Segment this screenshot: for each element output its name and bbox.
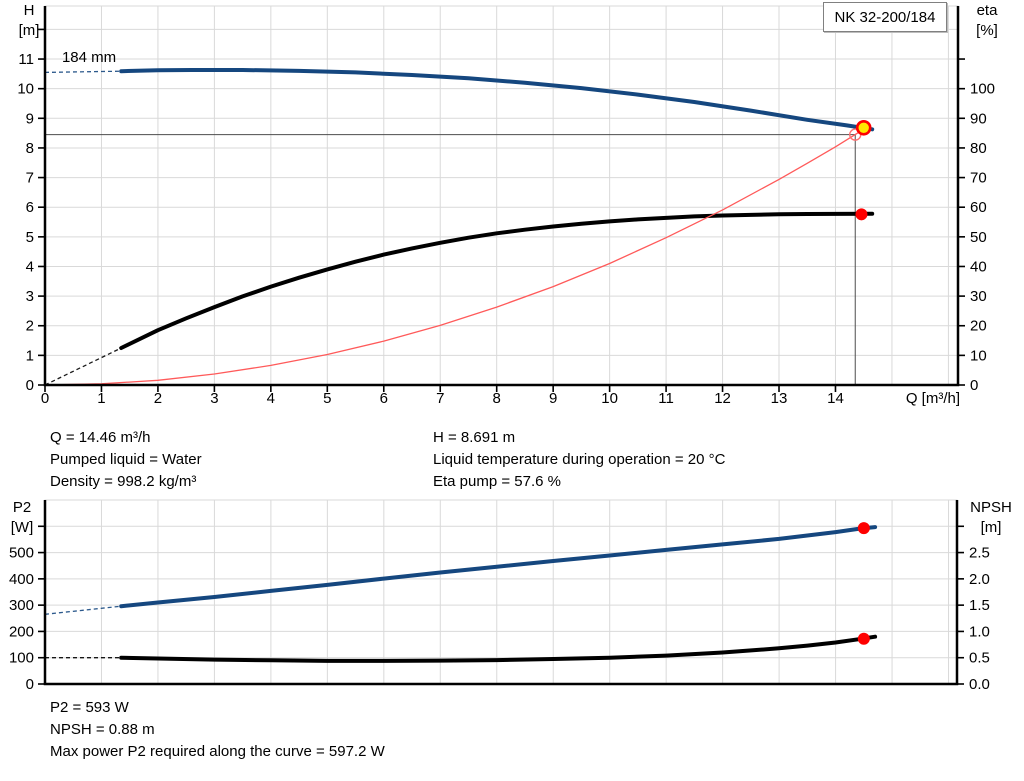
right-tick-label: 100 [970,81,995,98]
plot-border [44,499,958,685]
liquid-temperature-value: Liquid temperature during operation = 20… [433,451,726,468]
left-tick-label: 300 [9,597,34,614]
plot-border [44,5,959,386]
x-tick-label: 2 [154,390,162,407]
right-tick-label: 1.5 [969,597,990,614]
left-tick-label: 3 [26,288,34,305]
left-tick-label: 0 [26,676,34,693]
right-tick-label: 50 [970,229,987,246]
left-tick-label: 400 [9,571,34,588]
left-tick-label: 8 [26,140,34,157]
right-tick-label: 2.0 [969,571,990,588]
right-axis-unit: [%] [976,22,998,39]
pump-type-label: NK 32-200/184 [834,8,936,26]
flow-value: Q = 14.46 m³/h [50,429,151,446]
x-tick-label: 10 [601,390,618,407]
head-curve-dashed [44,70,122,74]
left-tick-label: 4 [26,258,34,275]
operating-data-left: Q = 14.46 m³/h Pumped liquid = Water Den… [50,427,202,493]
eta-pump-value: Eta pump = 57.6 % [433,473,561,490]
density-value: Density = 998.2 kg/m³ [50,473,197,490]
p2-value: P2 = 593 W [50,699,129,716]
x-axis-title: Q [m³/h] [906,390,960,407]
x-tick-label: 9 [549,390,557,407]
right-tick-label: 0 [970,377,978,394]
right-tick-label: 0.5 [969,650,990,667]
right-tick-label: 10 [970,347,987,364]
left-axis-title: P2 [13,499,31,516]
right-tick-label: 90 [970,110,987,127]
x-tick-label: 6 [380,390,388,407]
left-axis-title: H [24,2,35,19]
left-tick-label: 1 [26,347,34,364]
left-tick-label: 0 [26,377,34,394]
right-tick-label: 30 [970,288,987,305]
left-tick-label: 100 [9,650,34,667]
x-tick-label: 5 [323,390,331,407]
power-npsh-data: P2 = 593 W NPSH = 0.88 m Max power P2 re… [50,697,385,763]
system-curve [44,126,868,386]
npsh-value: NPSH = 0.88 m [50,721,155,738]
duty-point-marker [855,119,872,136]
x-tick-label: 3 [210,390,218,407]
x-tick-label: 8 [493,390,501,407]
npsh-point-marker [857,632,870,645]
x-tick-label: 1 [97,390,105,407]
x-tick-label: 13 [771,390,788,407]
right-tick-label: 0.0 [969,676,990,693]
head-value: H = 8.691 m [433,429,516,446]
right-tick-label: 40 [970,258,987,275]
right-axis-unit: [m] [981,519,1002,536]
pumped-liquid-value: Pumped liquid = Water [50,451,202,468]
head-curve [119,68,875,132]
max-power-value: Max power P2 required along the curve = … [50,743,385,760]
x-tick-label: 12 [714,390,731,407]
right-axis-title: eta [977,2,999,19]
left-axis-unit: [W] [11,519,34,536]
impeller-diameter-label: 184 mm [62,49,116,66]
left-tick-label: 9 [26,110,34,127]
right-tick-label: 80 [970,140,987,157]
left-tick-label: 7 [26,170,34,187]
efficiency-curve-dashed [44,347,122,386]
x-tick-label: 0 [41,390,49,407]
left-tick-label: 200 [9,623,34,640]
x-tick-label: 4 [267,390,275,407]
left-axis-unit: [m] [19,22,40,39]
x-tick-label: 14 [827,390,844,407]
p2-curve-dashed [44,605,122,615]
efficiency-curve [119,211,875,350]
right-tick-label: 1.0 [969,623,990,640]
right-axis-title: NPSH [970,499,1012,516]
p2-point-marker [857,522,870,535]
left-tick-label: 6 [26,199,34,216]
right-tick-label: 60 [970,199,987,216]
right-tick-label: 2.5 [969,545,990,562]
left-tick-label: 5 [26,229,34,246]
efficiency-point-marker [855,208,868,221]
npsh-curve [119,634,878,663]
right-tick-label: 20 [970,318,987,335]
pump-type-box: NK 32-200/184 [823,2,947,32]
operating-data-right: H = 8.691 m Liquid temperature during op… [433,427,725,493]
left-tick-label: 11 [18,51,34,68]
x-tick-label: 11 [658,390,674,407]
right-tick-label: 70 [970,170,987,187]
p2-curve [119,525,878,609]
left-tick-label: 10 [17,81,34,98]
x-tick-label: 7 [436,390,444,407]
left-tick-label: 2 [26,318,34,335]
left-tick-label: 500 [9,545,34,562]
